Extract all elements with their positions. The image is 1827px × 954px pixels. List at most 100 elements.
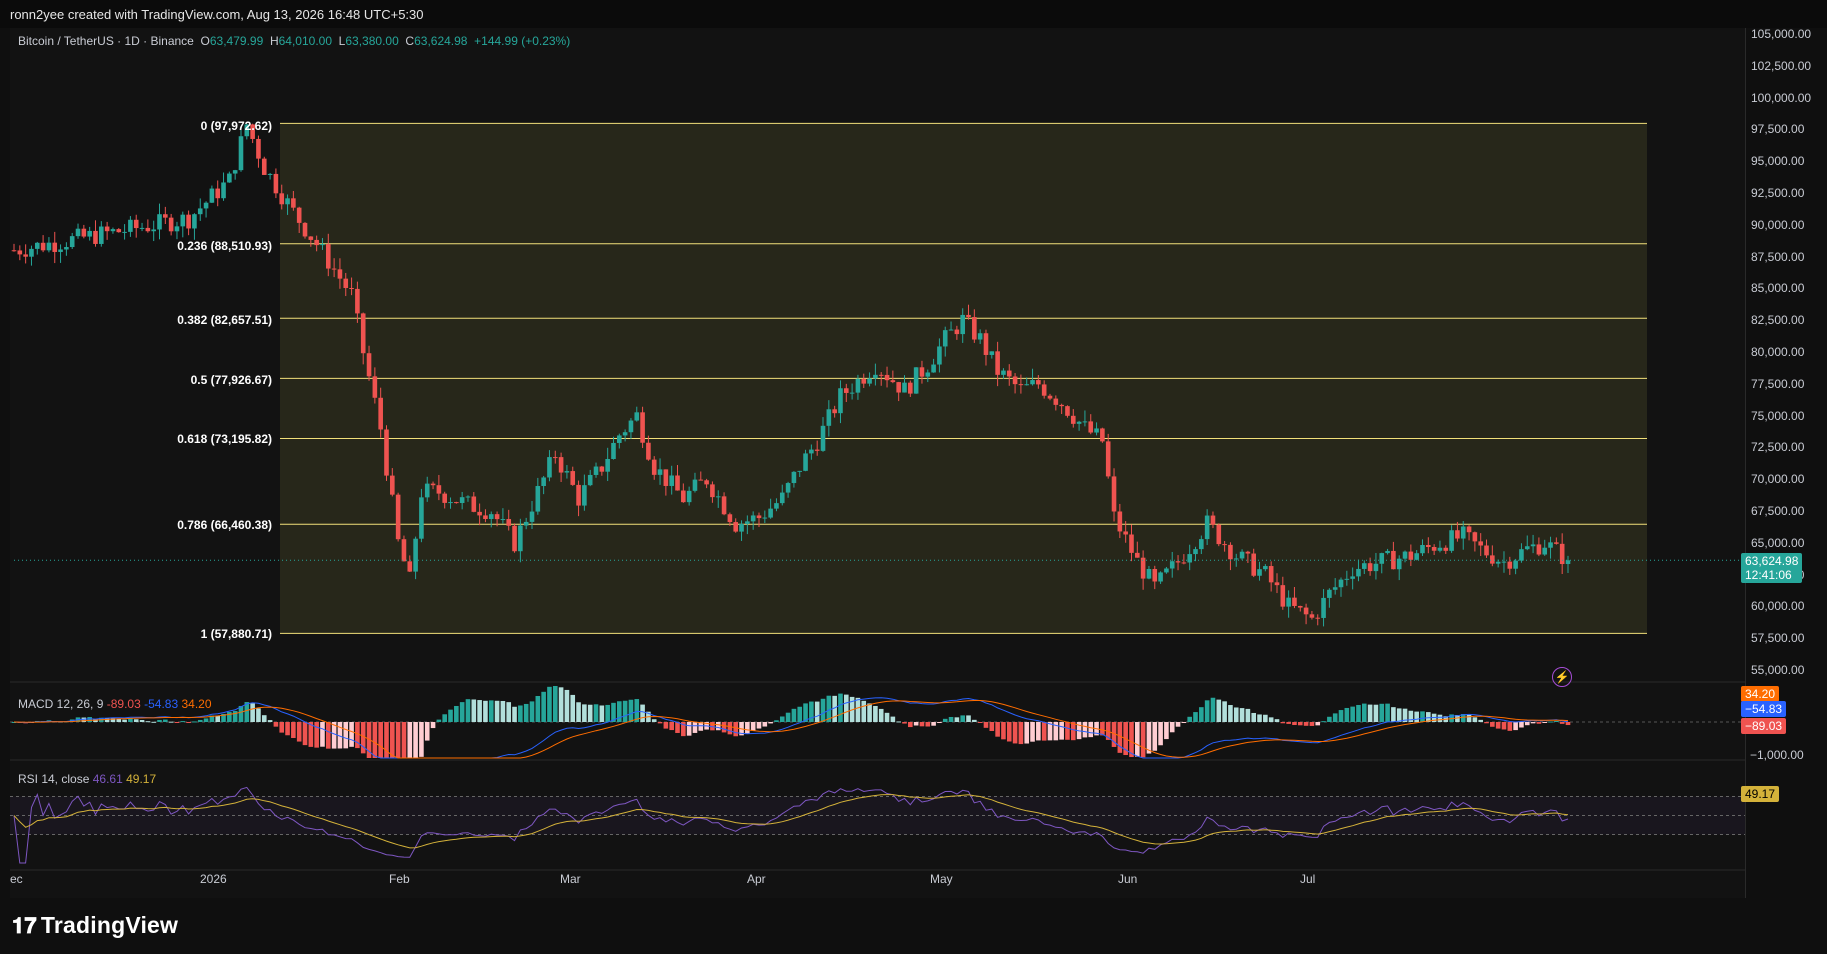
candle-body [343,278,349,288]
candle-body [238,136,244,171]
low-label: L [338,34,346,48]
candle-body [733,522,739,532]
macd-histogram-bar [762,722,768,727]
macd-histogram-bar [1175,722,1181,727]
candle-body [471,496,477,512]
macd-histogram-bar [273,722,279,727]
macd-histogram-bar [628,699,634,722]
macd-histogram-bar [116,718,122,722]
price-tick-label: 60,000.00 [1751,599,1805,614]
macd-histogram-bar [937,722,942,723]
candle-body [867,378,872,384]
macd-histogram-bar [1280,722,1286,724]
candle-body [919,367,925,377]
high-value: 64,010.00 [278,34,332,48]
time-axis[interactable]: ec 2026 Feb Mar Apr May Jun Jul [0,872,1745,892]
top-credit-bar: ronn2yee created with TradingView.com, A… [0,0,1827,28]
macd-histogram-bar [238,705,244,722]
candle-body [1065,406,1070,416]
price-tick-label: 55,000.00 [1751,663,1805,677]
candle-body [803,453,808,471]
candle-body [1239,551,1245,559]
candle-body [1111,476,1117,512]
macd-histogram-bar [1344,707,1350,722]
macd-histogram-bar [424,722,430,741]
candle-body [1193,549,1198,555]
macd-histogram-bar [1466,714,1472,722]
chart-area[interactable] [10,28,1745,898]
macd-histogram-bar [221,713,226,722]
candle-body [1274,582,1280,586]
macd-histogram-bar [617,701,622,722]
candle-body [1245,551,1251,554]
macd-histogram-bar [436,719,442,722]
macd-histogram-bar [133,719,139,722]
symbol-name[interactable]: Bitcoin / TetherUS · 1D · Binance [18,34,194,48]
candle-body [139,227,145,229]
candle-body [1204,515,1210,540]
macd-histogram-bar [1257,714,1262,722]
candle-body [745,521,750,524]
macd-histogram-bar [570,694,576,722]
macd-histogram-bar [809,701,814,722]
candle-body [296,207,302,223]
lightning-icon[interactable]: ⚡ [1552,667,1572,687]
candle-body [1070,415,1076,424]
macd-histogram-bar [692,722,698,733]
candle-body [157,214,162,230]
macd-histogram-bar [1047,722,1053,741]
candle-body [1542,547,1548,555]
macd-histogram-bar [413,722,418,758]
candle-body [110,229,116,232]
macd-legend[interactable]: MACD 12, 26, 9 -89.03 -54.83 34.20 [18,697,212,711]
candle-body [1059,404,1064,407]
macd-histogram-bar [890,716,896,722]
macd-histogram-bar [372,722,378,758]
macd-histogram-bar [925,722,931,727]
candle-body [291,198,296,208]
candle-body [1297,605,1303,608]
macd-histogram-bar [454,705,459,722]
macd-axis-label: −1,000.00 [1750,748,1804,762]
price-axis[interactable]: 105,000.00 102,500.00 100,000.00 97,500.00 9… [1745,27,1827,898]
macd-histogram-bar [908,722,913,728]
candle-body [232,170,238,174]
macd-histogram-bar [104,718,110,722]
macd-histogram-bar [1030,722,1035,742]
candle-body [779,492,785,504]
candle-body [128,219,133,232]
macd-histogram-bar [1204,700,1210,722]
macd-histogram-bar [1193,712,1198,722]
candle-body [436,485,442,494]
macd-histogram-bar [681,722,686,737]
candle-body [896,382,901,393]
macd-histogram-bar [942,718,948,722]
macd-histogram-bar [1187,716,1192,722]
macd-legend-name: MACD 12, 26, 9 [18,697,104,711]
macd-histogram-bar [547,686,552,722]
candle-body [1140,557,1146,579]
macd-histogram-bar [826,695,832,722]
macd-histogram-bar [1303,722,1309,726]
candle-body [1164,568,1169,573]
macd-histogram-bar [1024,722,1030,744]
candle-body [1041,384,1047,396]
chart-canvas[interactable] [10,28,1745,898]
macd-histogram-bar [1169,722,1175,733]
macd-histogram-bar [110,718,116,722]
rsi-legend[interactable]: RSI 14, close 46.61 49.17 [18,772,156,786]
candle-body [599,466,605,472]
macd-histogram-bar [1239,708,1245,722]
macd-histogram-bar [1082,722,1088,738]
macd-histogram-bar [343,722,349,749]
macd-histogram-bar [1146,722,1152,754]
candle-body [797,470,803,472]
macd-histogram-bar [512,706,517,722]
candle-body [663,469,669,486]
candle-body [93,230,98,244]
fib-label-0236: 0.236 (88,510.93) [177,239,272,253]
tradingview-logo[interactable]: 𝟏𝟕 TradingView [12,912,178,939]
price-tick-label: 90,000.00 [1751,217,1805,232]
candle-body [1006,370,1012,377]
candle-body [1123,531,1128,535]
